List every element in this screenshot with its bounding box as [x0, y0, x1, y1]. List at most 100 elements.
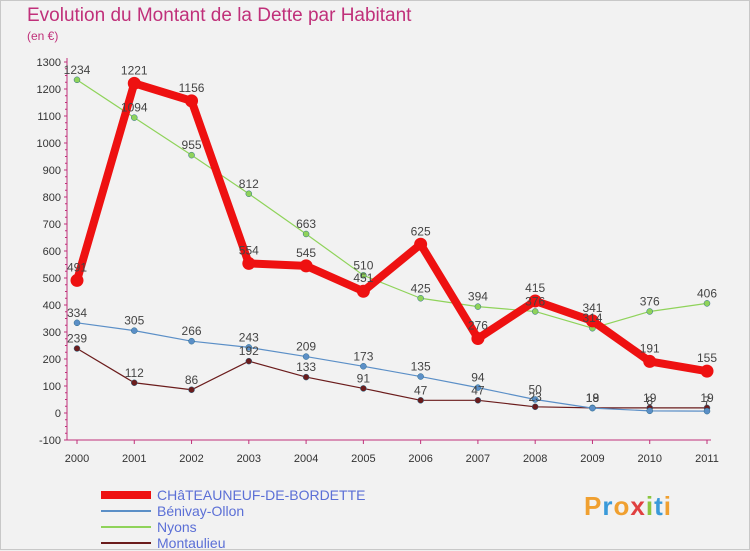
logo-letter: P	[584, 491, 603, 521]
logo-letter: o	[613, 491, 631, 521]
data-label: 19	[643, 391, 657, 405]
data-point	[585, 314, 599, 328]
data-point	[646, 308, 653, 315]
data-point	[703, 407, 711, 415]
legend-item: CHâTEAUNEUF-DE-BORDETTE	[101, 487, 365, 503]
data-label: 50	[529, 383, 543, 397]
legend-label: Montaulieu	[157, 535, 226, 551]
data-label: 376	[640, 294, 660, 308]
y-tick-label: 1300	[37, 57, 61, 69]
data-point	[414, 237, 428, 251]
data-point	[589, 404, 596, 412]
legend-label: Nyons	[157, 519, 197, 535]
data-point	[188, 337, 195, 345]
data-label: 334	[67, 306, 87, 320]
data-point	[73, 76, 81, 84]
x-tick-label: 2005	[351, 453, 375, 465]
data-label: 376	[525, 294, 545, 308]
data-label: 19	[700, 391, 714, 405]
data-label: 7	[704, 394, 711, 408]
data-point	[302, 353, 310, 360]
y-tick-label: 300	[43, 327, 61, 339]
y-tick-label: 800	[43, 192, 61, 204]
series-line	[73, 79, 711, 376]
data-point	[360, 272, 367, 279]
y-tick-label: 500	[43, 273, 61, 285]
data-point	[417, 397, 424, 404]
data-label: 510	[353, 258, 373, 272]
data-label: 192	[239, 344, 259, 358]
legend-label: Bénivay-Ollon	[157, 503, 245, 519]
data-point	[73, 319, 81, 327]
data-point	[531, 396, 539, 403]
chart-unit: (en €)	[27, 29, 59, 43]
data-label: 305	[124, 314, 144, 328]
chart-title: Evolution du Montant de la Dette par Hab…	[27, 5, 412, 26]
x-tick-label: 2009	[580, 453, 604, 465]
y-tick-label: 900	[43, 165, 61, 177]
data-label: 812	[239, 177, 259, 191]
data-point	[188, 386, 195, 394]
legend-item: Nyons	[101, 519, 365, 535]
data-label: 243	[239, 330, 259, 344]
data-point	[242, 256, 256, 270]
data-label: 18	[586, 391, 600, 405]
y-tick-label: 100	[43, 381, 61, 393]
series-line	[76, 79, 708, 329]
data-point	[245, 190, 253, 198]
data-label: 314	[582, 311, 602, 325]
y-tick-label: 200	[43, 354, 61, 366]
x-tick-label: 2002	[179, 453, 203, 465]
y-tick-label: 600	[43, 246, 61, 258]
data-label: 239	[67, 331, 87, 345]
data-point	[127, 76, 141, 90]
x-tick-label: 2008	[523, 453, 547, 465]
logo-letter: i	[663, 491, 672, 521]
y-tick-label: 700	[43, 219, 61, 231]
data-point	[245, 357, 253, 365]
data-point	[131, 327, 138, 334]
data-point	[188, 151, 195, 159]
data-point	[474, 303, 482, 310]
data-label: 47	[414, 383, 428, 397]
legend-item: Bénivay-Ollon	[101, 503, 365, 519]
data-label: 133	[296, 360, 316, 374]
data-label: 19	[586, 391, 600, 405]
data-label: 554	[239, 243, 259, 257]
data-label: 425	[411, 281, 431, 295]
data-point	[474, 397, 482, 404]
data-label: 91	[357, 371, 371, 385]
y-tick-label: 1100	[37, 111, 61, 123]
data-point	[471, 331, 485, 345]
data-label: 23	[529, 390, 543, 404]
legend: CHâTEAUNEUF-DE-BORDETTE Bénivay-Ollon Nyon…	[101, 487, 365, 551]
data-label: 1234	[64, 63, 91, 77]
data-point	[531, 403, 539, 411]
x-tick-label: 2000	[65, 453, 89, 465]
data-label: 1094	[121, 101, 148, 115]
data-point	[646, 407, 653, 415]
data-label: 276	[468, 318, 488, 332]
data-point	[703, 300, 711, 307]
data-label: 394	[468, 290, 488, 304]
proxiti-logo: Proxiti	[584, 491, 672, 522]
data-point	[531, 308, 539, 315]
series-line	[76, 322, 708, 412]
data-label: 341	[582, 301, 602, 315]
data-label: 625	[411, 224, 431, 238]
x-tick-label: 2007	[466, 453, 490, 465]
data-label: 451	[353, 271, 373, 285]
data-label: 1221	[121, 63, 148, 77]
data-label: 173	[353, 349, 373, 363]
data-point	[417, 295, 424, 302]
x-tick-label: 2006	[408, 453, 432, 465]
data-label: 415	[525, 281, 545, 295]
data-point	[700, 364, 714, 378]
y-tick-label: 0	[55, 408, 61, 420]
x-tick-label: 2010	[637, 453, 661, 465]
data-label: 663	[296, 217, 316, 231]
logo-letter: i	[645, 491, 655, 521]
data-point	[643, 354, 657, 368]
data-label: 266	[182, 324, 202, 338]
